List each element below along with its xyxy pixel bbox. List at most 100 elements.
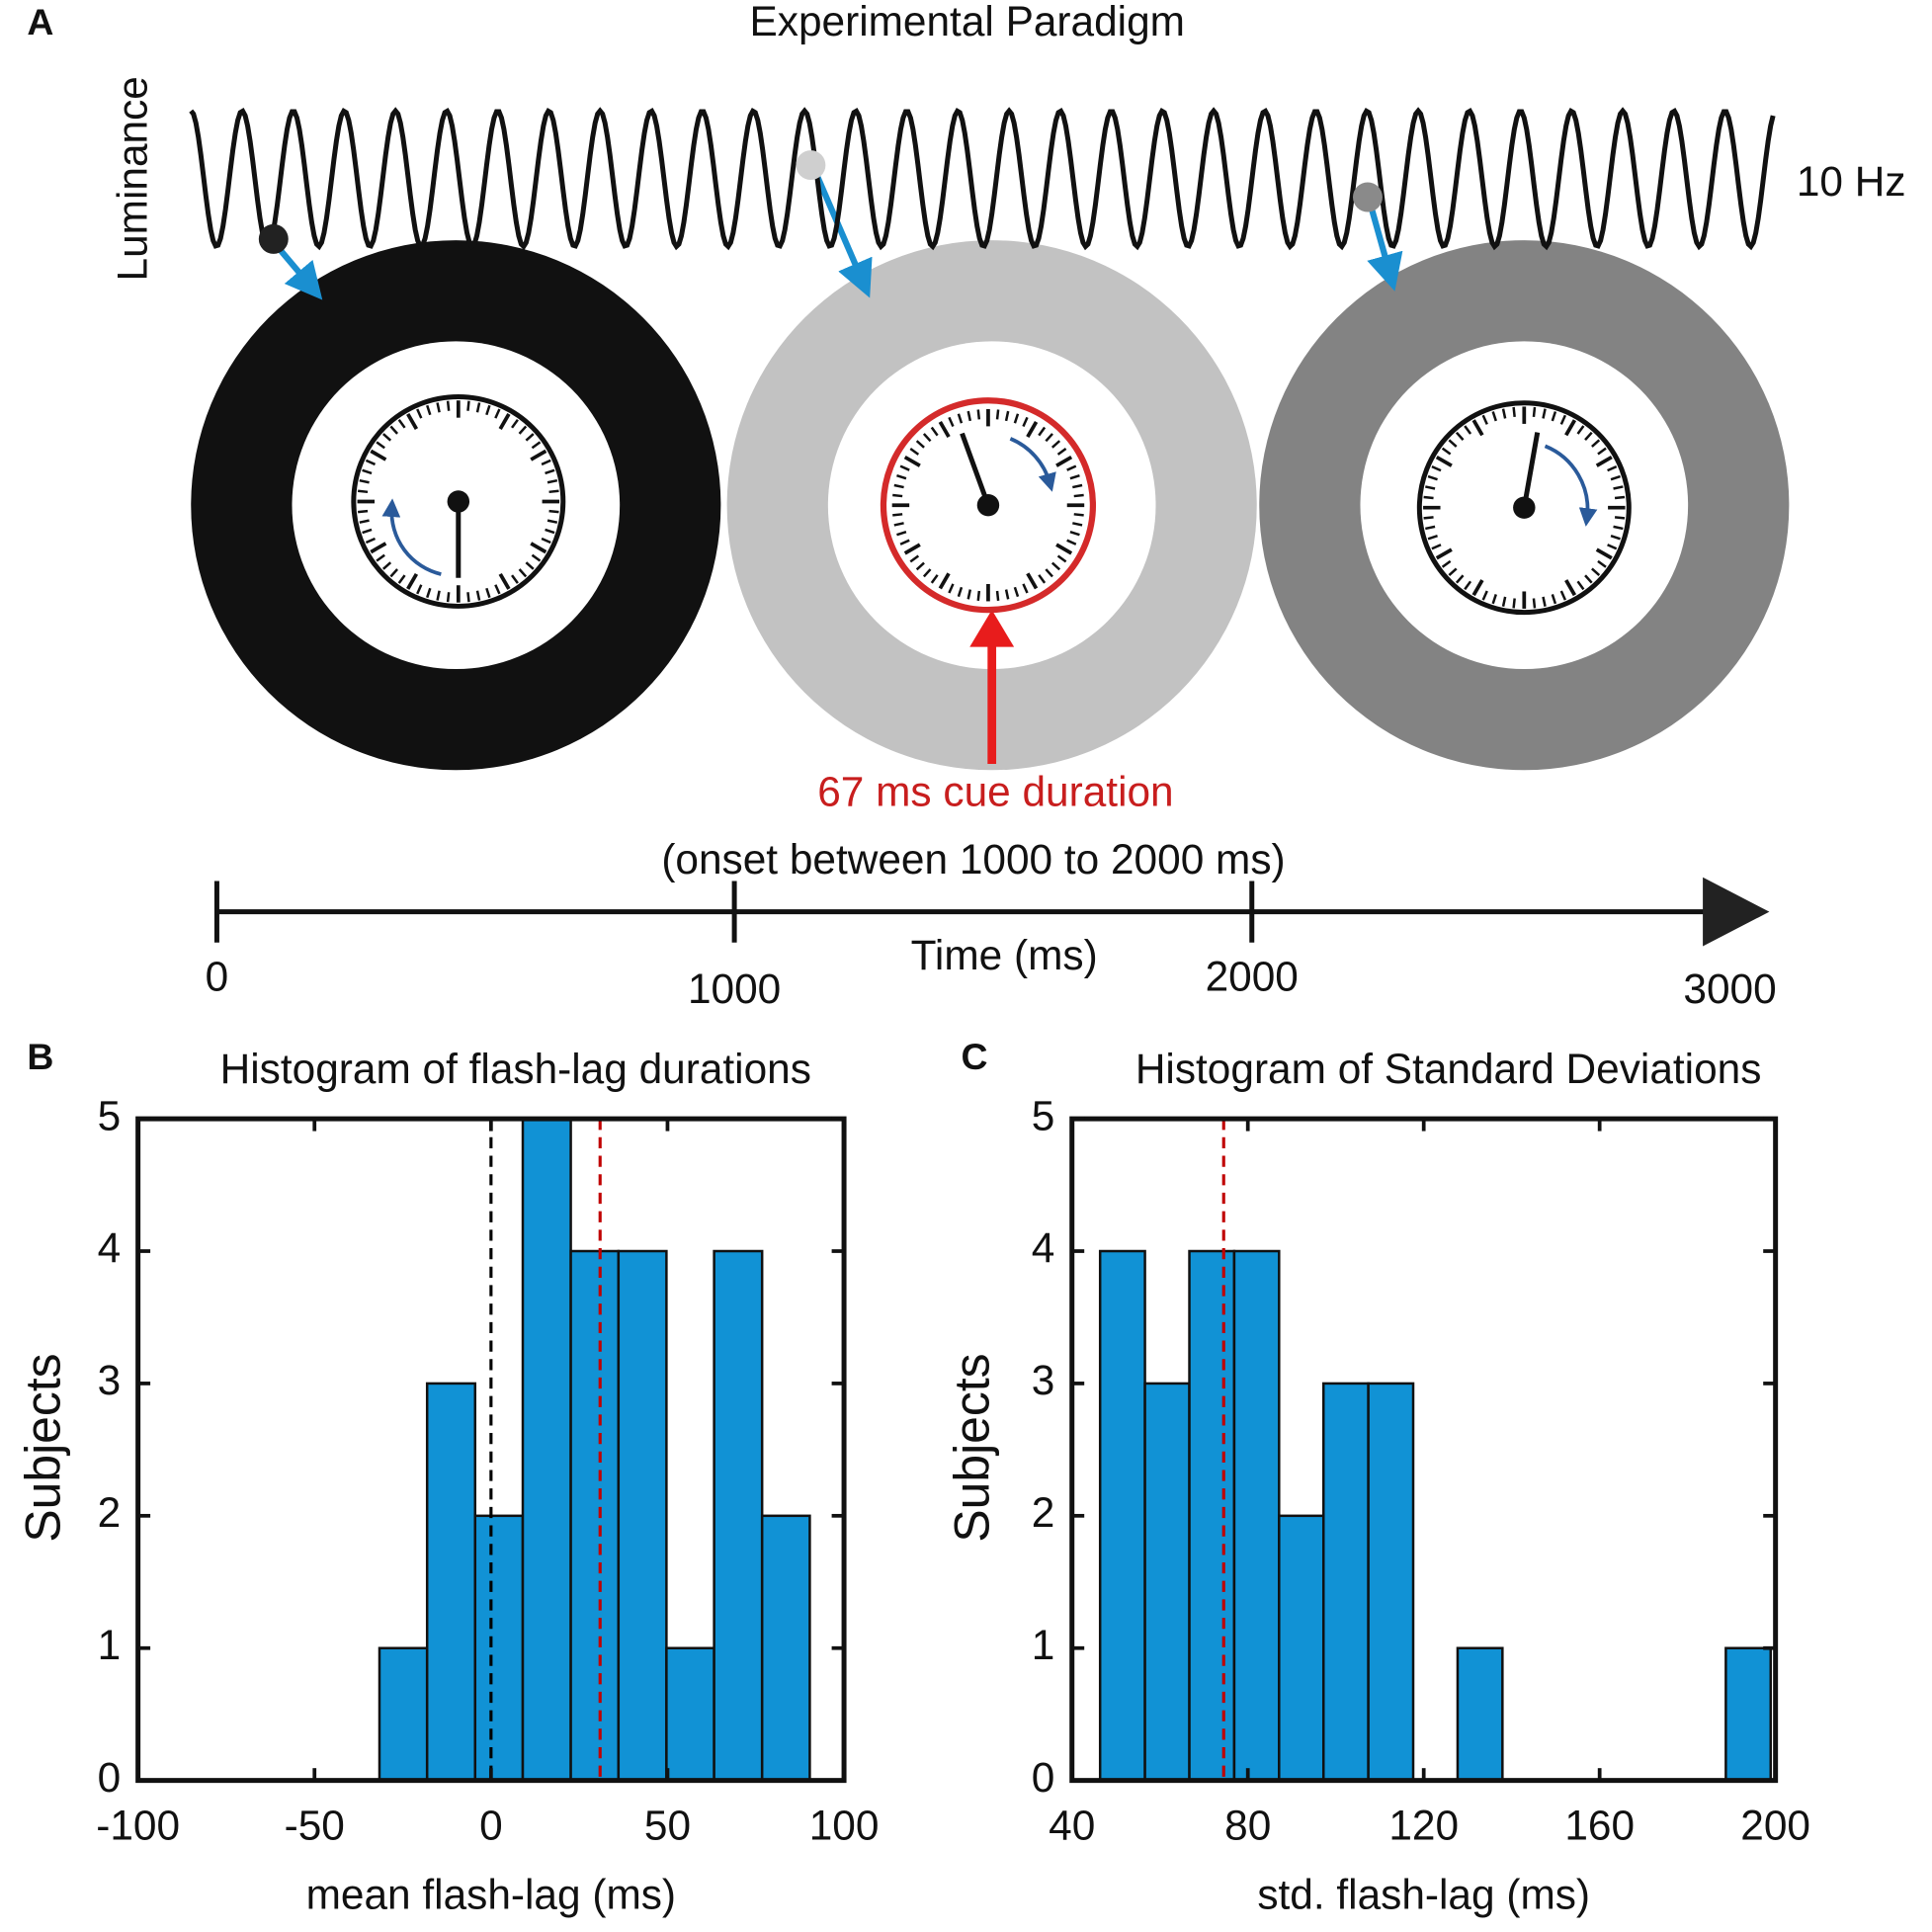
- clock-tick: [498, 412, 511, 430]
- clock-tick: [896, 530, 907, 537]
- clock-tick: [1069, 473, 1080, 480]
- x-tick-label: 200: [1740, 1802, 1810, 1848]
- bar: [1367, 1382, 1415, 1782]
- clock-tick: [397, 419, 406, 429]
- bar: [473, 1514, 525, 1782]
- clock-tick: [1512, 598, 1516, 609]
- clock-tick: [903, 543, 921, 555]
- clock-tick: [893, 522, 904, 527]
- clock-tick: [362, 468, 373, 475]
- clock-tick: [1441, 447, 1452, 456]
- clock-tick: [1576, 580, 1585, 591]
- clock-hub: [447, 490, 470, 513]
- clock-tick: [370, 449, 387, 462]
- arrow: [812, 171, 873, 298]
- clock-tick: [365, 459, 377, 466]
- clock-tick: [389, 568, 399, 578]
- clock-tick: [511, 574, 519, 584]
- clock-tick: [1464, 425, 1472, 435]
- timeline-tick-label: 0: [206, 953, 229, 999]
- clock-tick: [416, 408, 423, 419]
- clock-tick: [948, 583, 955, 594]
- clock-tick: [376, 553, 385, 562]
- clock-tick: [1026, 572, 1039, 590]
- bar: [569, 1249, 621, 1782]
- clock-tick: [1056, 554, 1067, 563]
- clock-tick: [1435, 547, 1453, 560]
- clock-tick: [1004, 589, 1010, 600]
- clock-tick: [548, 509, 559, 514]
- clock-tick: [966, 410, 972, 422]
- clock-tick: [548, 489, 559, 494]
- clock-tick: [909, 448, 920, 456]
- clock-tick: [1056, 448, 1067, 456]
- y-tick-label: 5: [1032, 1092, 1055, 1138]
- clock-tick: [397, 574, 406, 584]
- clock-tick: [1425, 485, 1436, 490]
- clock-tick: [1448, 567, 1458, 577]
- clock-tick: [1576, 425, 1585, 435]
- clock-tick: [1614, 495, 1626, 500]
- clock-tick: [525, 433, 535, 442]
- clock-tick: [896, 473, 907, 480]
- clock-tick: [1542, 408, 1547, 419]
- clock-tick: [475, 590, 481, 601]
- bar: [1278, 1514, 1325, 1782]
- clock-tick: [1613, 525, 1624, 531]
- y-tick-label: 3: [1032, 1357, 1055, 1403]
- clock-tick: [892, 493, 903, 498]
- clock-tick: [1564, 579, 1577, 597]
- rotation-arrow: [381, 498, 442, 576]
- y-tick-label: 4: [98, 1224, 122, 1271]
- clock-tick: [930, 426, 939, 437]
- clock-tick: [922, 568, 932, 578]
- clock-tick: [1423, 516, 1434, 520]
- clock-tick: [1559, 590, 1567, 601]
- y-axis-label: Subjects: [16, 1353, 71, 1542]
- clock-tick: [1584, 574, 1593, 584]
- timeline-tick-label: 2000: [1206, 953, 1299, 999]
- clock-tick: [1038, 574, 1047, 584]
- clock-tick: [485, 587, 491, 599]
- bar: [1456, 1646, 1504, 1782]
- x-tick-label: 80: [1224, 1802, 1271, 1848]
- bar: [713, 1249, 764, 1782]
- clock-tick: [365, 537, 377, 545]
- clock-tick: [370, 542, 387, 554]
- clock-tick: [1431, 544, 1442, 550]
- clock-tick: [1055, 543, 1073, 555]
- clock-tick: [494, 408, 501, 419]
- clock-tick: [1610, 535, 1621, 541]
- y-tick-label: 0: [1032, 1754, 1055, 1801]
- clock-hub: [1513, 496, 1536, 519]
- clock-tick: [899, 464, 910, 471]
- panel-label: A: [27, 1, 53, 42]
- clock-tick: [1026, 421, 1039, 439]
- clock-tick: [389, 425, 399, 435]
- x-tick-label: -50: [285, 1802, 345, 1848]
- clock-tick: [1464, 580, 1472, 591]
- clock-tick: [1073, 493, 1084, 498]
- y-tick-label: 0: [98, 1754, 122, 1801]
- bar: [1724, 1646, 1773, 1782]
- cue-arrows: [275, 171, 1403, 765]
- clock-tick: [938, 421, 951, 439]
- clock-tick: [426, 587, 432, 599]
- clock-tick: [1055, 455, 1073, 467]
- clock-tick: [426, 404, 432, 416]
- clock-tick: [915, 440, 925, 449]
- flash-dot: [1352, 182, 1383, 212]
- chart-title: Histogram of Standard Deviations: [1135, 1046, 1762, 1092]
- clock-tick: [1591, 567, 1601, 577]
- clock-tick: [1564, 419, 1577, 437]
- bar: [1098, 1249, 1146, 1782]
- clock-tick: [995, 590, 1000, 602]
- clock-tick: [1614, 516, 1626, 520]
- y-tick-label: 2: [1032, 1489, 1055, 1536]
- clock-tick: [1501, 408, 1507, 419]
- x-tick-label: 50: [644, 1802, 691, 1848]
- x-tick-label: 100: [809, 1802, 880, 1848]
- clock-tick: [1512, 406, 1516, 418]
- clock-tick: [1427, 474, 1438, 481]
